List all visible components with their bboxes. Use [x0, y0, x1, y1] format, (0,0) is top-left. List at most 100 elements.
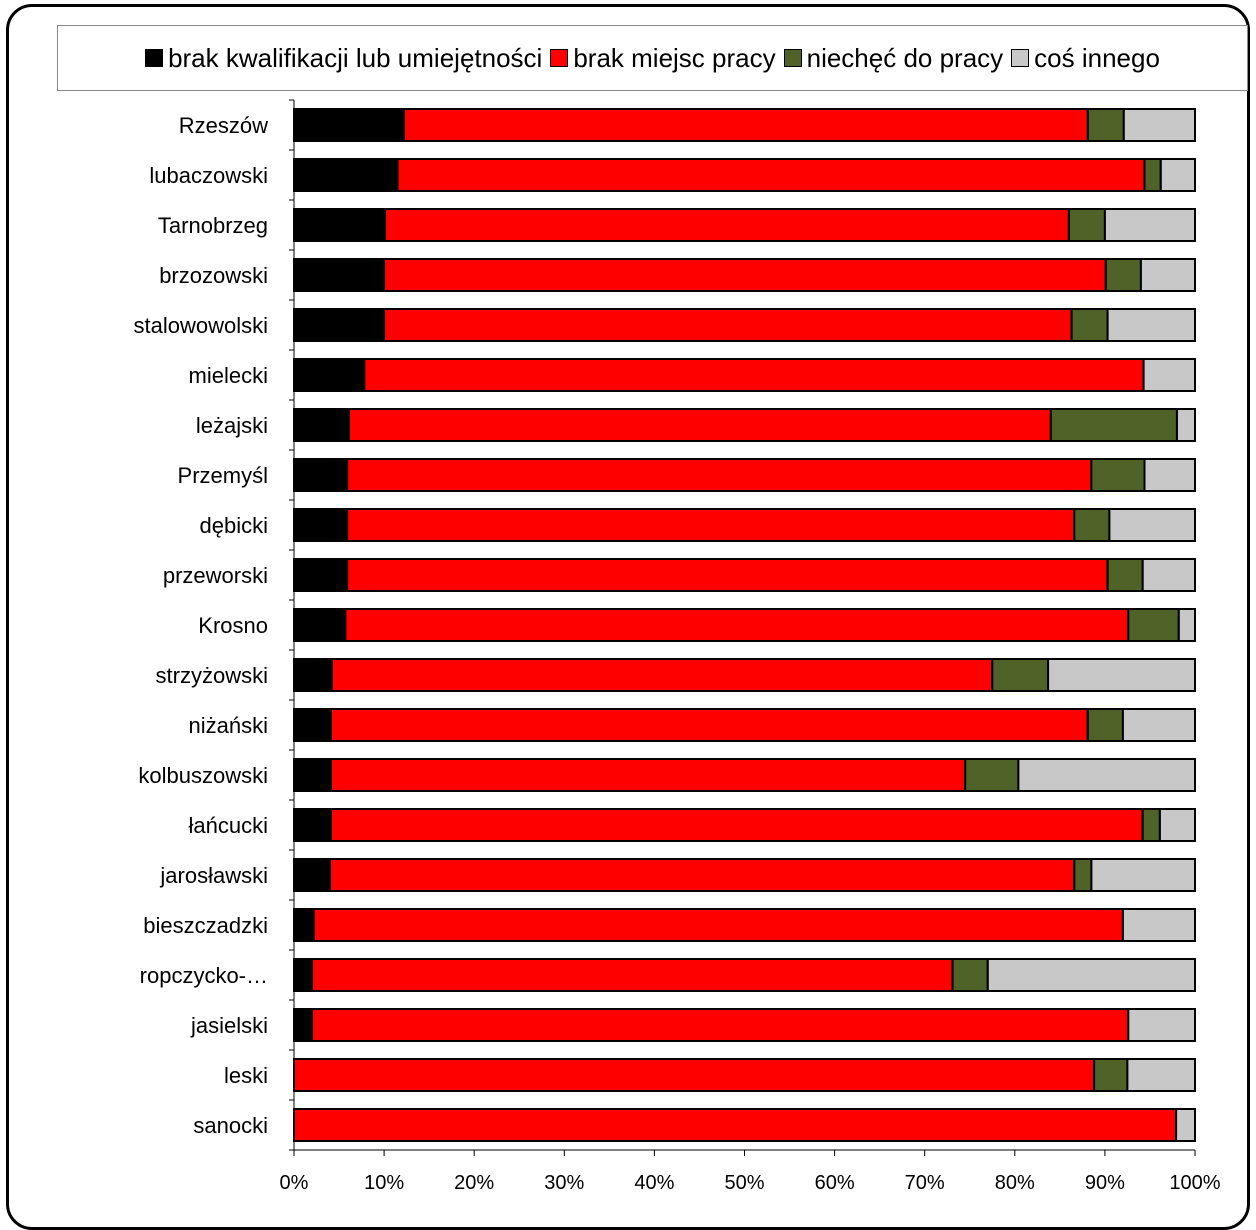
- bar-segment: [293, 658, 333, 692]
- bar-segment: [1090, 858, 1197, 892]
- bar-segment: [293, 458, 349, 492]
- bar-segment: [293, 608, 347, 642]
- category-label: Rzeszów: [179, 113, 268, 138]
- bar-segment: [293, 358, 366, 392]
- x-tick-label: 50%: [724, 1172, 764, 1194]
- bar-segment: [1093, 1058, 1129, 1092]
- category-label: brzozowski: [159, 263, 268, 288]
- bar-segment: [312, 908, 1124, 942]
- category-label: strzyżowski: [156, 663, 268, 688]
- bar-segment: [1067, 208, 1106, 242]
- bar-segment: [1104, 258, 1142, 292]
- bar-segment: [293, 1108, 1178, 1142]
- bar-segment: [1126, 1058, 1197, 1092]
- bar-segment: [293, 858, 331, 892]
- category-label: Krosno: [198, 613, 268, 638]
- category-label: leski: [224, 1063, 268, 1088]
- bar-segment: [991, 658, 1050, 692]
- bar-segment: [311, 1008, 1130, 1042]
- x-tick-label: 20%: [454, 1172, 494, 1194]
- bar-segment: [384, 208, 1070, 242]
- bar-segment: [293, 508, 349, 542]
- bar-segment: [1122, 108, 1197, 142]
- bar-segment: [1143, 158, 1162, 192]
- bar-segment: [293, 208, 386, 242]
- bar-segment: [348, 408, 1052, 442]
- category-label: łańcucki: [189, 813, 268, 838]
- bar-segment: [1139, 258, 1197, 292]
- bar-segment: [293, 758, 332, 792]
- bar-segment: [346, 508, 1076, 542]
- bar-segment: [1121, 708, 1197, 742]
- bar-segment: [1106, 558, 1144, 592]
- bar-segment: [1142, 358, 1196, 392]
- category-label: bieszczadzki: [143, 913, 268, 938]
- x-tick-label: 70%: [905, 1172, 945, 1194]
- legend-swatch: [783, 49, 802, 67]
- bar-segment: [1049, 408, 1178, 442]
- bar-segment: [1017, 758, 1197, 792]
- bar-segment: [330, 658, 994, 692]
- bar-segment: [293, 958, 313, 992]
- bar-segment: [396, 158, 1146, 192]
- legend-swatch: [550, 49, 569, 67]
- bar-segment: [383, 258, 1107, 292]
- category-label: Przemyśl: [178, 463, 268, 488]
- legend-label: brak miejsc pracy: [573, 42, 776, 73]
- bar-segment: [1127, 608, 1180, 642]
- legend-item: niechęć do pracy: [783, 43, 1003, 74]
- bar-segment: [293, 808, 332, 842]
- category-label: lubaczowski: [149, 163, 268, 188]
- x-tick-label: 10%: [364, 1172, 404, 1194]
- x-tick-label: 90%: [1085, 1172, 1125, 1194]
- legend-label: brak kwalifikacji lub umiejętności: [168, 42, 543, 73]
- category-label: niżański: [189, 713, 268, 738]
- bar-segment: [1106, 308, 1196, 342]
- bar-segment: [1086, 708, 1124, 742]
- bar-segment: [329, 808, 1144, 842]
- bar-segment: [1159, 158, 1197, 192]
- x-tick-label: 100%: [1169, 1172, 1220, 1194]
- bar-segment: [1073, 858, 1093, 892]
- legend-item: brak kwalifikacji lub umiejętności: [145, 43, 542, 74]
- legend-item: brak miejsc pracy: [550, 42, 776, 74]
- category-label: Tarnobrzeg: [158, 213, 268, 238]
- category-label: kolbuszowski: [138, 763, 268, 788]
- bar-segment: [1090, 458, 1146, 492]
- category-label: sanocki: [193, 1113, 268, 1138]
- bar-segment: [293, 1058, 1096, 1092]
- bar-segment: [1086, 108, 1125, 142]
- bar-segment: [293, 108, 405, 142]
- bar-segment: [363, 358, 1145, 392]
- bar-segment: [1158, 808, 1197, 842]
- bar-segment: [1047, 658, 1196, 692]
- legend-swatch: [1011, 49, 1030, 67]
- category-label: mielecki: [189, 363, 268, 388]
- legend-item: coś innego: [1011, 43, 1160, 74]
- bar-segment: [964, 758, 1020, 792]
- bar-segment: [1070, 308, 1109, 342]
- category-label: dębicki: [200, 513, 268, 538]
- category-label: leżajski: [196, 413, 268, 438]
- bar-segment: [1141, 558, 1196, 592]
- category-label: jarosławski: [159, 863, 268, 888]
- bar-segment: [293, 258, 386, 292]
- legend-label: coś innego: [1034, 42, 1160, 73]
- bar-segment: [1141, 808, 1161, 842]
- bar-segment: [1121, 908, 1197, 942]
- legend-swatch: [145, 49, 164, 67]
- bar-segment: [951, 958, 989, 992]
- bar-segment: [383, 308, 1073, 342]
- bar-segment: [311, 958, 954, 992]
- bar-segment: [293, 908, 315, 942]
- bar-segment: [1175, 1108, 1196, 1142]
- bar-segment: [1143, 458, 1196, 492]
- x-tick-label: 0%: [280, 1172, 309, 1194]
- bar-segment: [1127, 1008, 1197, 1042]
- bar-segment: [1103, 208, 1197, 242]
- bar-segment: [402, 108, 1089, 142]
- bar-segment: [1073, 508, 1111, 542]
- bar-segment: [293, 708, 332, 742]
- bar-segment: [293, 308, 386, 342]
